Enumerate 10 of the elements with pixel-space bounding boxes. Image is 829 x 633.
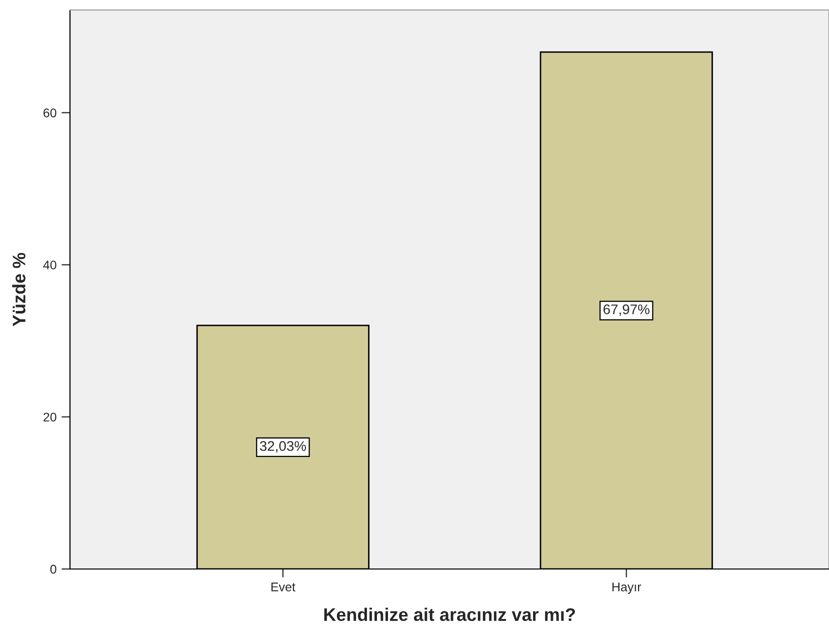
data-label: 32,03% — [260, 441, 306, 453]
y-tick-label: 40 — [43, 260, 56, 270]
data-label: 67,97% — [604, 304, 650, 316]
x-tick-label: Evet — [271, 582, 296, 592]
y-tick-label: 0 — [50, 564, 56, 574]
x-axis-title: Kendinize ait aracınız var mı? — [324, 608, 575, 621]
y-tick-label: 60 — [44, 108, 56, 118]
y-axis-title: Yüzde % — [12, 252, 26, 326]
y-tick-label: 20 — [44, 412, 56, 422]
x-tick-label: Hayır — [612, 582, 642, 594]
